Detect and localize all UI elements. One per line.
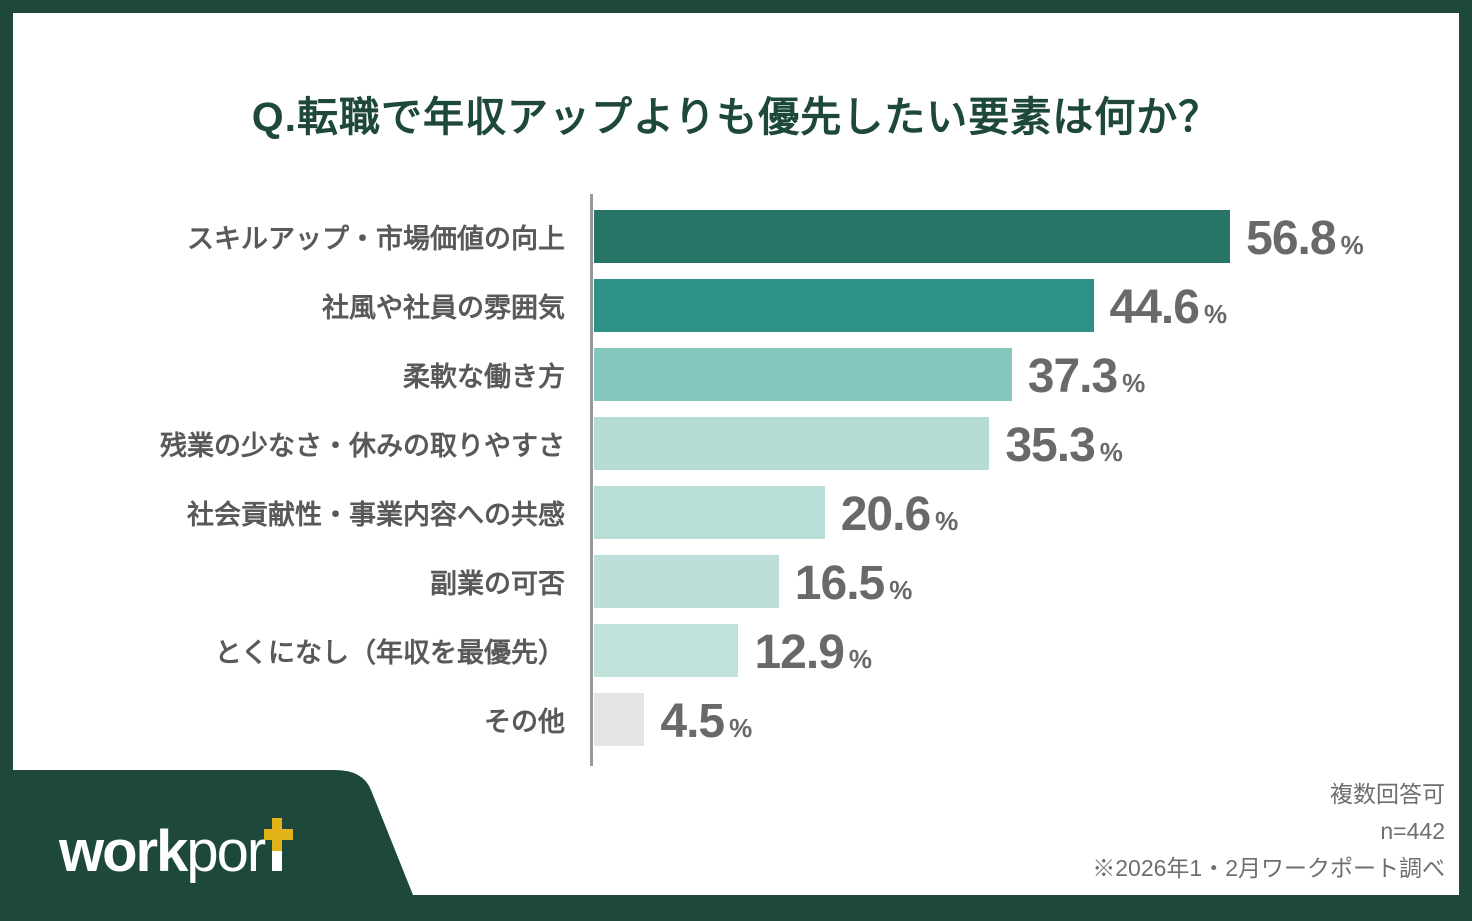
chart-row: 残業の少なさ・休みの取りやすさ 35.3% xyxy=(13,409,1459,478)
bar xyxy=(594,624,739,677)
bar xyxy=(594,279,1094,332)
percent-sign: % xyxy=(935,506,959,536)
bar xyxy=(594,417,990,470)
value-label: 56.8% xyxy=(1246,212,1364,265)
axis-line xyxy=(590,194,593,766)
value-label: 44.6% xyxy=(1109,281,1228,334)
percent-sign: % xyxy=(1340,230,1364,260)
logo-text-por: por xyxy=(186,819,266,884)
note-sample-size: n=442 xyxy=(1380,818,1445,844)
value-label: 4.5% xyxy=(660,695,753,748)
page-title: Q.転職で年収アップよりも優先したい要素は何か？ xyxy=(251,94,1221,140)
chart-row: その他 4.5% xyxy=(13,685,1459,754)
category-label: 残業の少なさ・休みの取りやすさ xyxy=(160,431,565,461)
survey-notes: 複数回答可 n=442 ※2026年1・2月ワークポート調べ xyxy=(1092,776,1445,887)
bar xyxy=(594,693,645,746)
chart-row: 社風や社員の雰囲気 44.6% xyxy=(13,271,1459,340)
percent-sign: % xyxy=(1203,299,1228,329)
value-label: 12.9% xyxy=(754,626,873,679)
bar xyxy=(594,555,779,608)
footer-shape xyxy=(13,770,413,895)
category-label: 社風や社員の雰囲気 xyxy=(322,293,565,323)
value-label: 37.3% xyxy=(1027,350,1146,403)
chart-row: 副業の可否 16.5% xyxy=(13,547,1459,616)
percent-sign: % xyxy=(729,713,753,743)
chart-row: スキルアップ・市場価値の向上 56.8% xyxy=(13,202,1459,271)
category-label: 社会貢献性・事業内容への共感 xyxy=(187,500,565,530)
note-source: ※2026年1・2月ワークポート調べ xyxy=(1092,855,1445,881)
logo-letter-t xyxy=(264,818,294,871)
chart-rows: スキルアップ・市場価値の向上 56.8% 社風や社員の雰囲気 44.6% 柔軟な働き方 3… xyxy=(13,202,1459,754)
category-label: 副業の可否 xyxy=(430,569,565,599)
chart-row: とくになし（年収を最優先） 12.9% xyxy=(13,616,1459,685)
bar xyxy=(594,210,1231,263)
percent-sign: % xyxy=(889,575,913,605)
bar xyxy=(594,348,1012,401)
value-label: 35.3% xyxy=(1005,419,1123,472)
logo-text-work: work xyxy=(59,819,188,884)
value-label: 20.6% xyxy=(840,488,959,541)
percent-sign: % xyxy=(1122,368,1146,398)
bar xyxy=(594,486,825,539)
category-label: とくになし（年収を最優先） xyxy=(214,638,565,668)
workport-logo: work por xyxy=(59,818,294,884)
category-label: その他 xyxy=(484,707,565,737)
percent-sign: % xyxy=(848,644,873,674)
category-label: スキルアップ・市場価値の向上 xyxy=(187,224,565,254)
chart-row: 柔軟な働き方 37.3% xyxy=(13,340,1459,409)
percent-sign: % xyxy=(1099,437,1123,467)
chart-row: 社会貢献性・事業内容への共感 20.6% xyxy=(13,478,1459,547)
value-label: 16.5% xyxy=(794,557,913,610)
plus-icon xyxy=(272,818,283,851)
note-multiple-answers: 複数回答可 xyxy=(1330,781,1445,807)
category-label: 柔軟な働き方 xyxy=(403,362,565,392)
